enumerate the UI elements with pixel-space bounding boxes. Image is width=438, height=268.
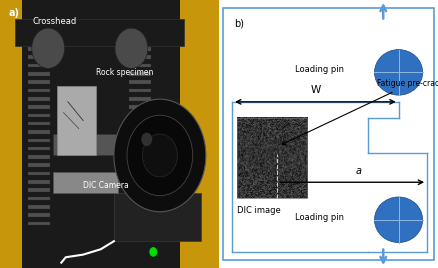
Bar — [28, 155, 50, 159]
Bar — [53, 172, 118, 193]
Bar — [129, 172, 151, 175]
Bar — [129, 114, 151, 117]
Bar — [28, 80, 50, 84]
Bar — [129, 155, 151, 159]
Text: Fatigue pre-crack: Fatigue pre-crack — [282, 79, 438, 144]
Bar — [28, 180, 50, 184]
Text: Rock specimen: Rock specimen — [96, 68, 154, 77]
Bar — [237, 118, 307, 198]
Circle shape — [115, 28, 148, 68]
Bar — [28, 172, 50, 175]
Circle shape — [32, 28, 65, 68]
Bar — [28, 55, 50, 59]
Bar — [28, 222, 50, 225]
Bar — [28, 139, 50, 142]
Ellipse shape — [374, 50, 423, 95]
Circle shape — [127, 115, 193, 196]
Bar — [129, 130, 151, 134]
Bar — [129, 122, 151, 125]
Text: DIC image: DIC image — [237, 206, 280, 215]
Bar — [28, 97, 50, 100]
Circle shape — [142, 134, 177, 177]
Bar — [129, 139, 151, 142]
Bar — [129, 97, 151, 100]
Bar — [28, 197, 50, 200]
Bar — [28, 105, 50, 109]
Text: W: W — [310, 85, 321, 95]
Bar — [129, 222, 151, 225]
Text: Loading pin: Loading pin — [295, 65, 344, 74]
Bar — [114, 193, 201, 241]
Bar — [129, 197, 151, 200]
Bar — [129, 47, 151, 51]
Bar — [28, 163, 50, 167]
Bar — [0, 0, 22, 268]
Bar — [129, 72, 151, 76]
Bar — [28, 205, 50, 209]
Text: Crosshead: Crosshead — [33, 17, 77, 26]
Bar — [28, 213, 50, 217]
Bar — [53, 134, 118, 155]
Circle shape — [149, 247, 157, 257]
Text: a): a) — [9, 8, 20, 18]
Bar — [28, 147, 50, 150]
Circle shape — [114, 99, 206, 212]
Ellipse shape — [374, 197, 423, 243]
Bar — [129, 205, 151, 209]
Bar — [28, 64, 50, 67]
Bar — [28, 72, 50, 76]
Bar — [129, 80, 151, 84]
Bar — [28, 114, 50, 117]
Bar — [129, 147, 151, 150]
Text: b): b) — [234, 19, 244, 29]
Bar — [129, 180, 151, 184]
Bar — [129, 188, 151, 192]
Bar — [28, 122, 50, 125]
Bar — [129, 89, 151, 92]
Text: DIC Camera: DIC Camera — [83, 181, 129, 189]
Bar — [129, 55, 151, 59]
Bar — [28, 47, 50, 51]
Bar — [180, 0, 219, 268]
Bar — [129, 64, 151, 67]
Bar — [28, 188, 50, 192]
Text: a: a — [356, 166, 362, 176]
Bar — [129, 213, 151, 217]
Bar — [28, 89, 50, 92]
Bar — [129, 105, 151, 109]
Bar — [129, 163, 151, 167]
Bar — [28, 130, 50, 134]
Circle shape — [141, 133, 152, 146]
Text: Loading pin: Loading pin — [295, 213, 344, 222]
Bar — [57, 86, 96, 155]
Bar — [15, 19, 184, 46]
